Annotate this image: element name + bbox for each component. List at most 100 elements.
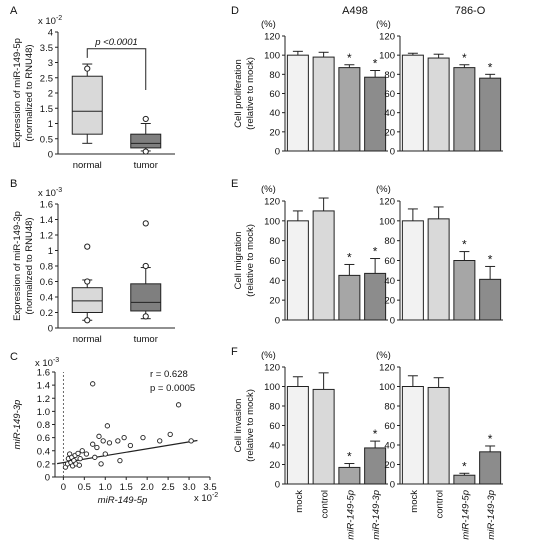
- bar-miR-149-5p: [453, 260, 476, 321]
- scatter-point: [94, 444, 100, 451]
- bar-miR-149-5p: [338, 466, 361, 485]
- panel-f-y-tick-label: 40: [269, 441, 280, 452]
- scatter-point: [121, 434, 127, 441]
- panel-d-y-tick-label: 80: [269, 70, 280, 81]
- panel-a-y-tick-label: 3: [48, 58, 53, 69]
- bar-miR-149-3p: [479, 278, 502, 321]
- panel-b-y-axis-label: Expression of miR-149-3p: [12, 211, 23, 321]
- panel-b-y-tick-label: 1: [48, 246, 53, 257]
- significance-bracket: [86, 48, 147, 90]
- panel-c-x-tick-label: 3.5: [203, 482, 216, 493]
- panel-f2-y-tick-label: 0: [390, 480, 395, 491]
- panel-f-y-axis-label: (relative to mock): [245, 389, 256, 462]
- panel-c-y-exponent-power: -3: [53, 357, 59, 364]
- panel-d-y-tick-label: 20: [269, 127, 280, 138]
- panel-a-y-axis-label: Expression of miR-149-5p: [12, 38, 23, 148]
- bar-category-label: miR-149-5p: [345, 490, 356, 540]
- panel-e-y-axis-label: Cell migration: [233, 231, 244, 289]
- panel-e-y-tick-label: 120: [264, 197, 280, 208]
- panel-b-y-tick-label: 0.2: [40, 308, 53, 319]
- bar-miR-149-3p: [479, 77, 502, 152]
- bar-category-labels: mock control miR-149-5p miR-149-3p mock contr…: [294, 490, 497, 540]
- bar-miR-149-3p: [364, 272, 387, 321]
- scatter-point: [76, 462, 82, 468]
- significance-star: *: [462, 238, 467, 252]
- bar-mock: [401, 220, 424, 321]
- box-plot-b: 0 0.2 0.4 0.6 0.8 1 1.2 1.4 1.6x 10-3 Expression …: [12, 187, 175, 345]
- panel-e2-y-tick-label: 20: [384, 296, 395, 307]
- scatter-point: [157, 438, 163, 444]
- panel-c-y-exponent-label: x 10-3: [35, 357, 59, 369]
- scatter-point: [104, 423, 111, 429]
- panel-d2-y-tick-label: 80: [384, 70, 395, 81]
- bar-category-label: mock: [294, 490, 305, 513]
- bar-control: [427, 57, 450, 152]
- bar-miR-149-5p: [338, 274, 361, 321]
- scatter-point: [77, 455, 83, 462]
- panel-f-unit-label: (%): [261, 350, 276, 361]
- panel-b-y-tick-label: 0.4: [40, 293, 53, 304]
- significance-star: *: [462, 459, 467, 473]
- panel-d2-y-tick-label: 40: [384, 108, 395, 119]
- panel-c-y-tick-label: 0.4: [37, 446, 50, 457]
- panel-a-exponent-label: x 10-2: [38, 15, 62, 27]
- bar-miR-149-5p: [453, 474, 476, 485]
- panel-d-y-tick-label: 0: [275, 147, 280, 158]
- panel-e-unit-label: (%): [261, 184, 276, 195]
- bar-control: [312, 56, 335, 152]
- significance-star: *: [373, 57, 378, 71]
- panel-f-y-tick-label: 100: [264, 382, 280, 393]
- panel-c-x-tick-label: 2.0: [141, 482, 154, 493]
- panel-c-x-tick-label: 2.5: [161, 482, 174, 493]
- panel-f-y-tick-label: 0: [275, 480, 280, 491]
- box-outlier: [142, 148, 149, 155]
- significance-star: *: [488, 252, 493, 266]
- panel-b-y-tick-label: 0.8: [40, 262, 53, 273]
- panel-d2-y-tick-label: 100: [379, 51, 395, 62]
- panel-f-y-tick-label: 120: [264, 363, 280, 374]
- bar-control: [427, 386, 450, 485]
- scatter-point: [106, 440, 113, 446]
- panel-d2-y-tick-label: 60: [384, 89, 395, 100]
- panel-d-y-tick-label: 60: [269, 89, 280, 100]
- panel-d-y-tick-label: 120: [264, 32, 280, 43]
- column-title-a498: A498: [342, 5, 368, 17]
- panel-c-x-tick-label: 3.0: [182, 482, 195, 493]
- panel-a-exponent-power: -2: [56, 15, 62, 22]
- scatter-point: [90, 381, 96, 387]
- panel-e-y-tick-label: 100: [264, 216, 280, 227]
- bar-mock: [286, 220, 309, 321]
- panel-d-y-axis-label: Cell proliferation: [233, 59, 244, 128]
- bar-chart-e-a498: 0 20 40 60 80 100 120 (%) Cell migration (relativ…: [233, 184, 388, 327]
- panel-b-y-tick-label: 0.6: [40, 277, 53, 288]
- panel-c-x-exponent-label: x 10-2: [194, 492, 218, 504]
- panel-e2-y-tick-label: 0: [390, 316, 395, 327]
- significance-star: *: [488, 60, 493, 74]
- box-normal: [71, 287, 103, 314]
- panel-f2-y-tick-label: 40: [384, 441, 395, 452]
- panel-f2-unit-label: (%): [376, 350, 391, 361]
- panel-a-y-tick-label: 0: [48, 150, 53, 161]
- panel-c-y-tick-label: 1.0: [37, 407, 50, 418]
- significance-star: *: [373, 427, 378, 441]
- panel-e2-y-tick-label: 100: [379, 216, 395, 227]
- bar-miR-149-5p: [453, 67, 476, 152]
- bar-chart-f-786o: 0 20 40 60 80 100 120 (%) * *: [376, 350, 503, 491]
- significance-star: *: [347, 450, 352, 464]
- bar-mock: [401, 54, 424, 152]
- bar-category-label: miR-149-3p: [486, 490, 497, 540]
- box-category-label: tumor: [134, 160, 158, 171]
- scatter-point: [83, 451, 90, 457]
- panel-a-y-tick-label: 4: [48, 28, 53, 39]
- scatter-point: [188, 438, 194, 444]
- bar-chart-d-786o: 0 20 40 60 80 100 120 (%) * *: [376, 19, 503, 158]
- panel-f2-y-tick-label: 80: [384, 402, 395, 413]
- box-outlier: [84, 243, 91, 250]
- stat-r: r = 0.628: [150, 369, 188, 380]
- panel-c-x-axis-label: miR-149-5p: [98, 495, 148, 506]
- bar-mock: [286, 386, 309, 485]
- panel-f2-y-tick-label: 100: [379, 382, 395, 393]
- box-normal: [71, 75, 103, 135]
- scatter-point: [175, 402, 182, 408]
- scatter-point: [102, 451, 108, 457]
